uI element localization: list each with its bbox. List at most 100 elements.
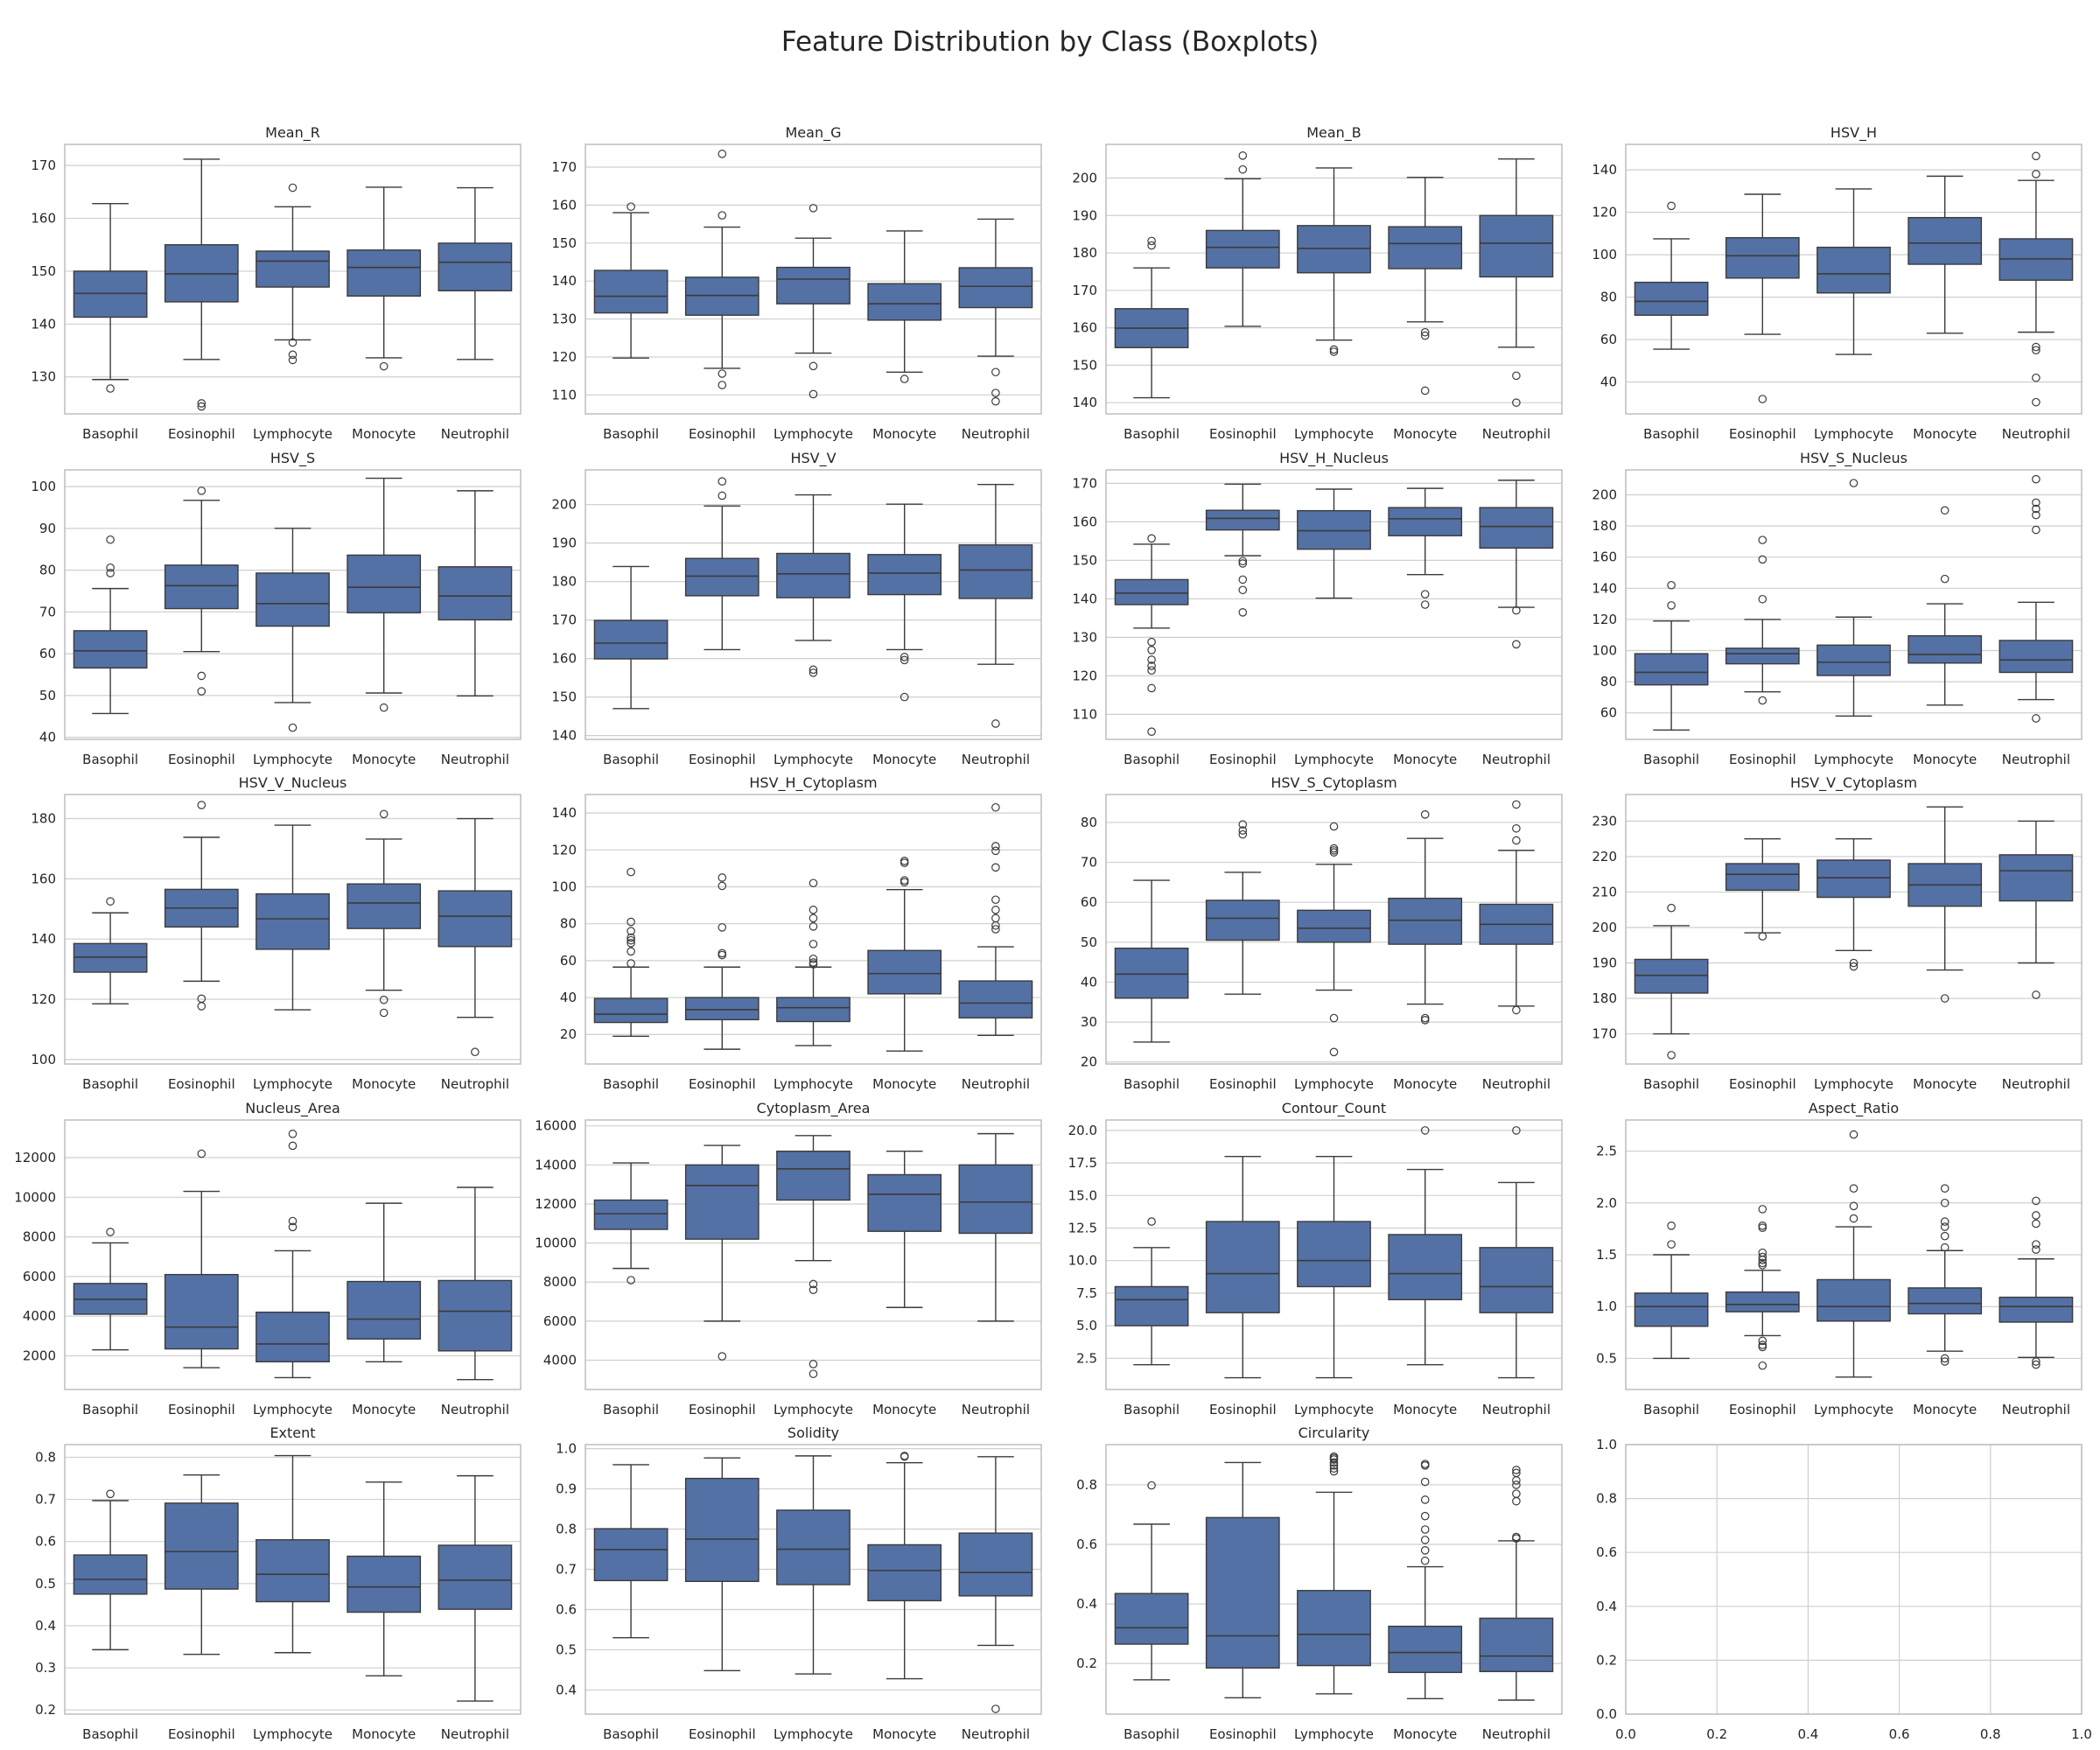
axes-frame [1625,794,2082,1065]
outlier-point [626,867,635,877]
x-tick-label: Lymphocyte [253,752,332,767]
box-lymphocyte [256,528,330,732]
outlier-point [1420,1556,1430,1565]
y-tick-label: 120 [551,842,577,858]
outlier-point [1420,600,1430,609]
outlier-point [718,873,727,882]
box-neutrophil [1998,1196,2074,1369]
subplot-20: 0.0 0.2 0.4 0.6 0.8 1.0 0.0 0.2 0.4 0.6 0.8 1.0 [1596,1437,2092,1742]
outlier-point [197,1002,206,1011]
outlier-point [1238,830,1248,839]
box-monocyte [1908,806,1983,1003]
axes-frame [584,144,1042,415]
outlier-point [2032,714,2040,723]
box-neutrophil [958,484,1033,728]
box-basophil [593,1464,668,1639]
x-tick-label: Lymphocyte [253,1726,332,1742]
subplot-7: 110 120 130 140 150 160 170 HSV_H_Nucleus Basoph… [1072,450,1563,767]
x-tick-label: 0.0 [1615,1726,1636,1742]
outlier-point [2032,474,2040,484]
y-tick-label: 170 [551,612,577,628]
iqr-box [256,892,330,950]
box-eosinophil [1205,1461,1280,1698]
x-tick-label: Neutrophil [962,1402,1030,1418]
y-tick-label: 5.0 [1076,1318,1097,1334]
outlier-point [1758,594,1768,604]
y-tick-label: 0.2 [35,1702,56,1718]
box-monocyte [346,477,422,712]
outlier-point [1420,1511,1430,1521]
y-tick-label: 0.4 [1596,1599,1617,1614]
subplot-13: 2000 4000 6000 8000 10000 12000 Nucleus_Area Ba… [14,1100,522,1418]
y-tick-label: 190 [551,536,577,551]
iqr-box [958,267,1033,309]
y-tick-label: 100 [551,878,577,894]
x-tick-label: Neutrophil [1482,1402,1550,1418]
y-tick-label: 80 [1600,674,1617,690]
y-tick-label: 20 [560,1026,577,1042]
iqr-box [1998,854,2074,902]
box-lymphocyte [1297,1155,1371,1379]
x-tick-label: Lymphocyte [774,1726,853,1742]
box-basophil [1114,879,1189,1043]
box-monocyte [1388,1126,1463,1366]
outlier-point [1238,556,1248,566]
box-neutrophil [958,802,1033,1037]
iqr-box [958,544,1033,599]
box-basophil [73,897,148,1004]
outlier-point [2032,504,2040,514]
iqr-box [346,554,422,614]
y-tick-label: 90 [39,521,56,536]
outlier-point [991,396,1000,406]
x-tick-label: Neutrophil [962,752,1030,767]
y-tick-label: 100 [31,1052,56,1068]
x-tick-label: Monocyte [1393,1726,1457,1742]
outlier-point [808,940,818,948]
y-tick-label: 0.5 [35,1576,56,1592]
x-tick-label: Neutrophil [441,426,509,442]
outlier-point [1329,1013,1339,1023]
iqr-box [438,242,513,291]
y-tick-label: 200 [1592,920,1617,935]
box-neutrophil [1998,151,2074,407]
outlier-point [197,399,206,408]
y-tick-label: 140 [1592,580,1617,596]
iqr-box [1114,578,1189,606]
box-lymphocyte [256,1130,330,1379]
y-tick-label: 0.4 [556,1682,577,1698]
outlier-point [1420,590,1430,598]
outlier-point [2032,510,2040,520]
y-tick-label: 0.6 [556,1601,577,1617]
x-tick-label: Neutrophil [441,1076,509,1092]
outlier-point [1512,371,1521,381]
outlier-point [1147,1480,1156,1490]
y-tick-label: 60 [1600,332,1617,347]
y-tick-label: 150 [31,263,56,279]
box-neutrophil [958,1456,1033,1713]
box-lymphocyte [256,183,330,365]
box-monocyte [346,1481,422,1676]
x-tick-label: Lymphocyte [774,752,853,767]
outlier-point [197,671,206,681]
outlier-point [1667,1240,1676,1249]
axes-frame [64,794,522,1065]
x-tick-label: Monocyte [1393,1402,1457,1418]
box-lymphocyte [776,1455,850,1675]
outlier-point [2032,1245,2040,1254]
x-tick-label: Monocyte [352,1726,416,1742]
x-tick-label: Basophil [603,752,659,767]
outlier-point [197,486,206,495]
y-tick-label: 80 [1081,815,1097,830]
x-tick-label: Eosinophil [1209,1076,1277,1092]
outlier-point [991,914,1000,923]
outlier-point [991,895,1000,905]
outlier-point [1758,1222,1768,1230]
x-tick-label: Lymphocyte [253,1402,332,1418]
x-tick-label: Basophil [1124,1726,1180,1742]
outlier-point [1329,1461,1339,1470]
x-tick-label: Lymphocyte [1814,1076,1894,1092]
outlier-point [1147,655,1156,664]
outlier-point [1940,506,1950,515]
y-tick-label: 130 [551,312,577,327]
x-tick-label: Lymphocyte [1814,752,1894,767]
